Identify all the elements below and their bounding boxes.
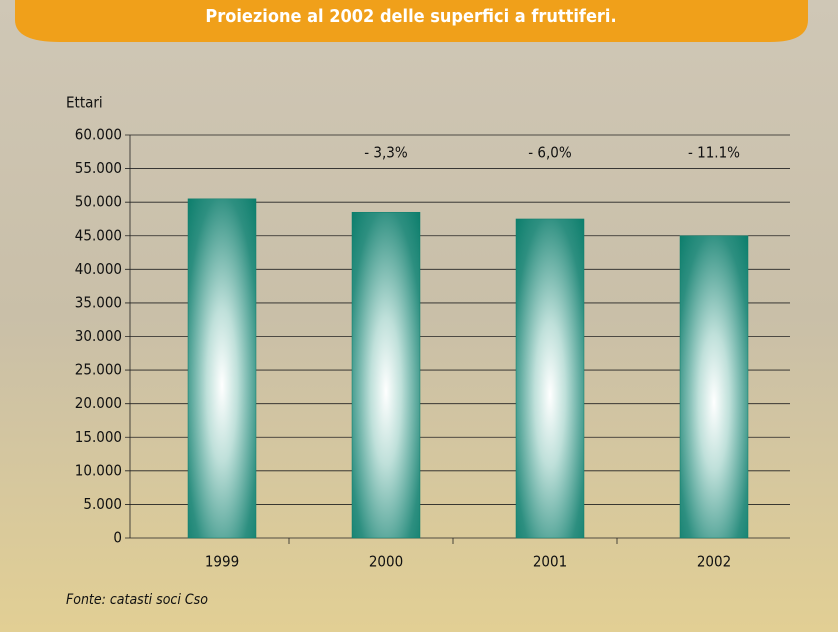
x-tick-label: 2001: [533, 553, 567, 571]
y-tick-label: 0: [113, 529, 122, 547]
x-tick-label: 2002: [697, 553, 731, 571]
annotation: - 11.1%: [688, 144, 740, 162]
title-banner: [15, 0, 808, 42]
x-tick-label: 2000: [369, 553, 403, 571]
y-tick-label: 30.000: [75, 327, 122, 345]
source: Fonte: catasti soci Cso: [66, 592, 208, 608]
bar: [515, 218, 585, 539]
y-tick-label: 45.000: [75, 226, 122, 244]
y-axis-label: Ettari: [66, 94, 103, 112]
bar: [679, 235, 749, 539]
y-tick-label: 25.000: [75, 361, 122, 379]
y-tick-label: 10.000: [75, 461, 122, 479]
annotation: - 6,0%: [528, 144, 572, 162]
y-tick-label: 20.000: [75, 394, 122, 412]
bar: [187, 198, 257, 539]
x-tick-label: 1999: [205, 553, 239, 571]
annotation: - 3,3%: [364, 144, 408, 162]
y-tick-label: 35.000: [75, 293, 122, 311]
chart-title: Proiezione al 2002 delle superfici a fru…: [205, 6, 616, 27]
y-tick-label: 55.000: [75, 159, 122, 177]
y-tick-label: 40.000: [75, 260, 122, 278]
y-tick-label: 60.000: [75, 126, 122, 144]
y-tick-label: 50.000: [75, 193, 122, 211]
bar: [351, 211, 421, 539]
y-tick-label: 5.000: [83, 495, 122, 513]
y-tick-label: 15.000: [75, 428, 122, 446]
